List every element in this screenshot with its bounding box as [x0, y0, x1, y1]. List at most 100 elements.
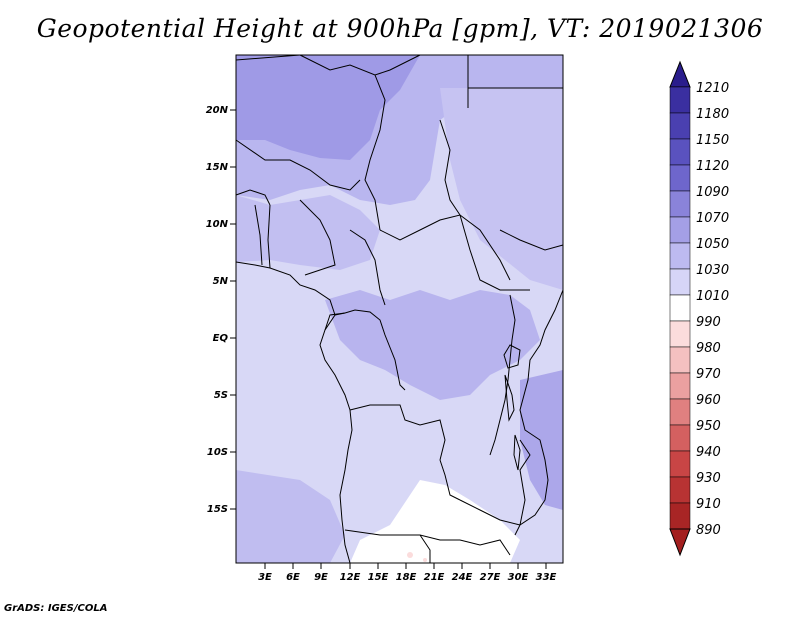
lon-label: 33E [536, 572, 557, 583]
colorbar-swatch [669, 320, 691, 348]
colorbar-label: 1010 [696, 289, 729, 304]
contour-region-southwest [236, 470, 345, 563]
colorbar-swatch [669, 476, 691, 504]
colorbar-label: 930 [696, 471, 721, 486]
border-ghana-togo [254, 204, 263, 266]
colorbar-label: 970 [696, 367, 721, 382]
border-gabon [324, 312, 346, 331]
border-angola-zambia [439, 459, 461, 501]
lat-label: 10N [206, 219, 229, 230]
colorbar-label: 1030 [696, 263, 729, 278]
lat-label: 10S [207, 447, 228, 458]
colorbar-swatch [669, 242, 691, 270]
colorbar-label: 940 [696, 445, 721, 460]
colorbar-swatch [669, 268, 691, 296]
colorbar-swatch [669, 346, 691, 374]
border-congo-drc [334, 309, 406, 391]
lat-axis: 20N 15N 10N 5N EQ 5S 10S 15S [206, 105, 236, 515]
colorbar-swatch [669, 502, 691, 530]
colorbar-top-arrow [669, 60, 691, 88]
border-drc-uganda [507, 294, 516, 381]
grads-credit: GrADS: IGES/COLA [4, 603, 108, 614]
contour-region-northwest [236, 55, 420, 160]
lat-label: 15N [206, 162, 229, 173]
contour-spot-pink [407, 552, 413, 558]
colorbar-label: 1210 [696, 81, 729, 96]
lat-label: EQ [213, 333, 229, 344]
colorbar-swatch [669, 372, 691, 400]
lon-label: 21E [424, 572, 445, 583]
lon-label: 6E [286, 572, 300, 583]
border-cameroon-car [349, 229, 386, 306]
border-ethiopia [499, 229, 564, 251]
border-car-sudan [379, 214, 511, 281]
border-mozambique [519, 439, 531, 526]
colorbar-label: 1070 [696, 211, 729, 226]
border-mali-burkina [235, 189, 271, 206]
colorbar-label: 1150 [696, 133, 729, 148]
lat-label: 5N [213, 276, 229, 287]
contour-region-east [440, 88, 563, 290]
lon-label: 18E [396, 572, 417, 583]
border-south-sudan [459, 214, 530, 291]
contour-spot-pink-2 [423, 558, 427, 562]
contour-region-congo [325, 290, 540, 400]
colorbar-label: 960 [696, 393, 721, 408]
west-africa-coastline [235, 261, 353, 564]
border-angola-drc [349, 404, 446, 461]
lon-label: 27E [480, 572, 501, 583]
colorbar-swatch [669, 398, 691, 426]
contour-region-central [236, 195, 380, 270]
lon-label: 15E [368, 572, 389, 583]
border-chad-sudan [364, 74, 386, 231]
border-niger-chad [299, 54, 421, 76]
border-zambia-zimbabwe [459, 499, 521, 526]
colorbar-label: 1050 [696, 237, 729, 252]
contour-region-lakes [520, 370, 563, 510]
contour-region-south-white [350, 480, 520, 563]
colorbar-label: 990 [696, 315, 721, 330]
lat-label: 5S [214, 390, 228, 401]
lat-label: 15S [207, 504, 228, 515]
colorbar-label: 1180 [696, 107, 729, 122]
lon-label: 12E [340, 572, 361, 583]
east-africa-coastline [514, 289, 564, 536]
border-algeria-libya [235, 54, 301, 61]
border-nigeria-cameroon [299, 199, 336, 276]
colorbar-swatch [669, 294, 691, 322]
coastlines-and-borders [235, 54, 564, 564]
colorbar-label: 1120 [696, 159, 729, 174]
colorbar-swatch [669, 138, 691, 166]
colorbar-label: 1090 [696, 185, 729, 200]
lon-label: 3E [258, 572, 272, 583]
colorbar-swatch [669, 424, 691, 452]
colorbar-swatch [669, 164, 691, 192]
colorbar-label: 980 [696, 341, 721, 356]
colorbar-swatch [669, 450, 691, 478]
map-title: Geopotential Height at 900hPa [gpm], VT:… [36, 14, 764, 43]
lon-label: 9E [314, 572, 328, 583]
lat-label: 20N [206, 105, 229, 116]
lon-label: 30E [508, 572, 529, 583]
map-frame [235, 54, 564, 564]
colorbar-label: 890 [696, 523, 721, 538]
border-botswana-zimbabwe [459, 539, 511, 556]
colorbar-bottom-arrow [669, 528, 691, 557]
lon-axis: 3E 6E 9E 12E 15E 18E 21E 24E 27E 30E 33E [258, 563, 557, 583]
lon-label: 24E [452, 572, 473, 583]
colorbar-label: 910 [696, 497, 721, 512]
lake-malawi [513, 434, 521, 471]
colorbar-label: 950 [696, 419, 721, 434]
colorbar-swatch [669, 216, 691, 244]
colorbar-swatch [669, 86, 691, 114]
border-sudan [439, 119, 461, 216]
colorbar-swatch [669, 190, 691, 218]
colorbar: 1210 1180 1150 1120 1090 1070 1050 1030 … [669, 60, 729, 557]
lake-tanganyika [504, 374, 515, 422]
lake-victoria [503, 344, 521, 369]
border-benin [267, 204, 271, 269]
border-niger-nigeria [235, 139, 361, 191]
border-namibia-botswana [419, 534, 431, 563]
colorbar-swatch [669, 112, 691, 140]
